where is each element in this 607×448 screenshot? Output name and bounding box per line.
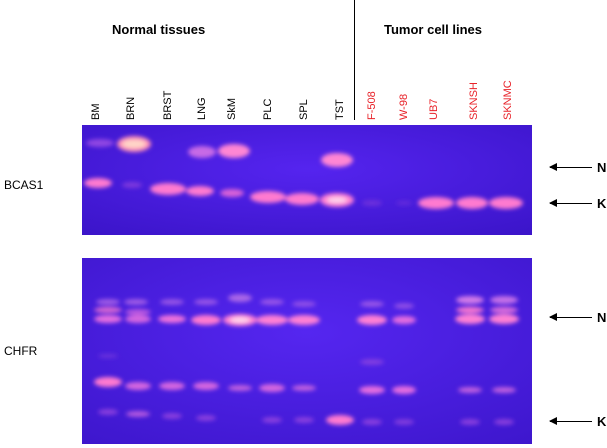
bcas1-band-tst-k-core xyxy=(327,197,347,203)
chfr-band-brst-low xyxy=(159,382,185,390)
bcas1-band-lng-k xyxy=(186,186,214,196)
chfr-band-spl-n xyxy=(288,315,320,325)
chfr-band-w98-k xyxy=(394,419,414,425)
chfr-band-sknsh-top xyxy=(456,296,484,304)
bcas1-band-spl-k xyxy=(285,193,319,205)
bcas1-band-bm-n xyxy=(86,139,114,147)
group-divider xyxy=(354,0,355,120)
lane-label-brst: BRST xyxy=(162,90,174,120)
bcas1-band-tst-n xyxy=(321,153,353,167)
lane-label-f508: F-508 xyxy=(366,91,378,120)
chfr-band-sknmc-n xyxy=(489,314,519,324)
chfr-band-plc-k xyxy=(262,417,282,423)
lane-label-skm: SkM xyxy=(226,98,238,120)
chfr-band-sknsh-n xyxy=(455,314,485,324)
chfr-marker-k: K xyxy=(597,414,607,429)
bcas1-band-sknmc-k xyxy=(489,197,523,209)
chfr-band-sknsh-upper xyxy=(456,307,484,313)
chfr-band-sknmc-top xyxy=(490,296,518,304)
chfr-band-bm-low xyxy=(94,377,122,387)
lane-label-ub7: UB7 xyxy=(428,98,440,120)
bcas1-gel xyxy=(82,125,532,235)
chfr-band-skm-low xyxy=(228,385,252,391)
chfr-band-bm-mid xyxy=(98,354,118,358)
chfr-arrow-n xyxy=(549,313,592,321)
chfr-band-f508-k xyxy=(362,419,382,425)
bcas1-marker-k: K xyxy=(597,196,607,211)
chfr-band-brst-k xyxy=(162,413,182,419)
lane-label-tst: TST xyxy=(334,99,346,120)
chfr-gel xyxy=(82,258,532,444)
bcas1-band-brst-k xyxy=(150,183,186,195)
bcas1-band-skm-n xyxy=(218,144,250,158)
chfr-band-spl-k xyxy=(294,417,314,423)
chfr-band-brn-n xyxy=(125,315,151,323)
lane-label-brn: BRN xyxy=(125,96,137,120)
bcas1-band-brn-k xyxy=(122,182,142,188)
normal-tissues-title: Normal tissues xyxy=(112,22,206,37)
chfr-band-sknmc-k xyxy=(494,419,514,425)
chfr-band-w98-top xyxy=(394,303,414,309)
chfr-band-sknsh-k xyxy=(460,419,480,425)
chfr-arrow-k xyxy=(549,417,592,425)
chfr-band-brst-n xyxy=(158,315,186,323)
bcas1-band-ub7-k xyxy=(418,197,454,209)
lane-label-sknmc: SKNMC xyxy=(502,80,514,120)
chfr-band-f508-mid xyxy=(360,359,384,365)
lane-label-plc: PLC xyxy=(262,98,274,120)
chfr-band-skm-top xyxy=(228,294,252,302)
chfr-band-plc-n xyxy=(256,315,288,325)
chfr-band-sknmc-upper xyxy=(490,307,518,313)
chfr-band-bm-top xyxy=(96,299,120,305)
chfr-band-f508-top xyxy=(360,301,384,307)
tumor-cell-lines-title: Tumor cell lines xyxy=(384,22,483,37)
chfr-label: CHFR xyxy=(4,344,38,358)
bcas1-gel-background xyxy=(82,125,532,235)
chfr-band-lng-n xyxy=(191,315,221,325)
chfr-band-brn-top xyxy=(124,299,148,305)
chfr-marker-n: N xyxy=(597,310,607,325)
chfr-band-plc-low xyxy=(259,384,285,392)
chfr-band-f508-low xyxy=(359,386,385,394)
chfr-band-brst-top xyxy=(160,299,184,305)
chfr-gel-background xyxy=(82,258,532,444)
chfr-band-sknmc-low xyxy=(492,387,516,393)
chfr-band-bm-upper xyxy=(94,307,122,313)
bcas1-arrow-n xyxy=(549,163,592,171)
chfr-band-plc-top xyxy=(260,299,284,305)
bcas1-arrow-k xyxy=(549,199,592,207)
bcas1-band-f508-k xyxy=(362,200,382,206)
bcas1-band-sknsh-k xyxy=(456,197,488,209)
chfr-band-f508-n xyxy=(357,315,387,325)
chfr-band-sknsh-low xyxy=(458,387,482,393)
bcas1-band-lng-n xyxy=(188,146,216,158)
bcas1-band-brn-n-core xyxy=(122,140,146,148)
chfr-band-w98-low xyxy=(392,386,416,394)
chfr-band-brn-k xyxy=(126,411,150,417)
chfr-band-brn-upper xyxy=(125,309,151,315)
lane-label-lng: LNG xyxy=(196,97,208,120)
lane-label-bm: BM xyxy=(90,103,102,121)
chfr-band-w98-n xyxy=(392,316,416,324)
bcas1-marker-n: N xyxy=(597,160,607,175)
lane-label-sknsh: SKNSH xyxy=(468,82,480,120)
chfr-band-lng-k xyxy=(196,415,216,421)
bcas1-band-bm-k xyxy=(84,178,112,188)
chfr-band-lng-top xyxy=(194,299,218,305)
lane-label-w98: W-98 xyxy=(398,93,410,120)
bcas1-band-skm-k xyxy=(220,189,244,197)
chfr-band-skm-n-core xyxy=(230,317,250,323)
bcas1-band-plc-k xyxy=(250,191,286,203)
chfr-band-brn-low xyxy=(125,382,151,390)
chfr-band-tst-k xyxy=(326,415,354,425)
bcas1-label: BCAS1 xyxy=(4,178,44,192)
chfr-band-lng-low xyxy=(193,382,219,390)
lane-label-spl: SPL xyxy=(298,99,310,120)
chfr-band-spl-low xyxy=(292,385,316,391)
chfr-band-spl-top xyxy=(292,301,316,307)
bcas1-band-w98-k xyxy=(396,201,412,205)
chfr-band-bm-k xyxy=(98,409,118,415)
chfr-band-bm-n xyxy=(94,315,122,323)
